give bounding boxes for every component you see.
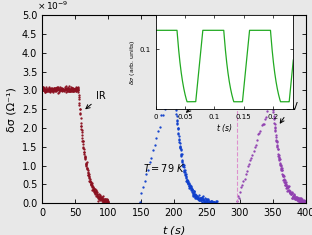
X-axis label: $t$ (s): $t$ (s)	[216, 121, 233, 133]
Y-axis label: δσ (Ω⁻¹): δσ (Ω⁻¹)	[6, 87, 16, 132]
Text: $T = 79$ K: $T = 79$ K	[143, 162, 185, 174]
Text: $\times\,10^{-9}$: $\times\,10^{-9}$	[37, 0, 68, 12]
Text: Blue: Blue	[187, 94, 212, 112]
Y-axis label: $\delta\sigma$ (arb. units): $\delta\sigma$ (arb. units)	[128, 39, 137, 85]
Text: UV: UV	[280, 102, 298, 123]
X-axis label: $t$ (s): $t$ (s)	[162, 224, 186, 235]
Text: IR: IR	[86, 91, 106, 109]
